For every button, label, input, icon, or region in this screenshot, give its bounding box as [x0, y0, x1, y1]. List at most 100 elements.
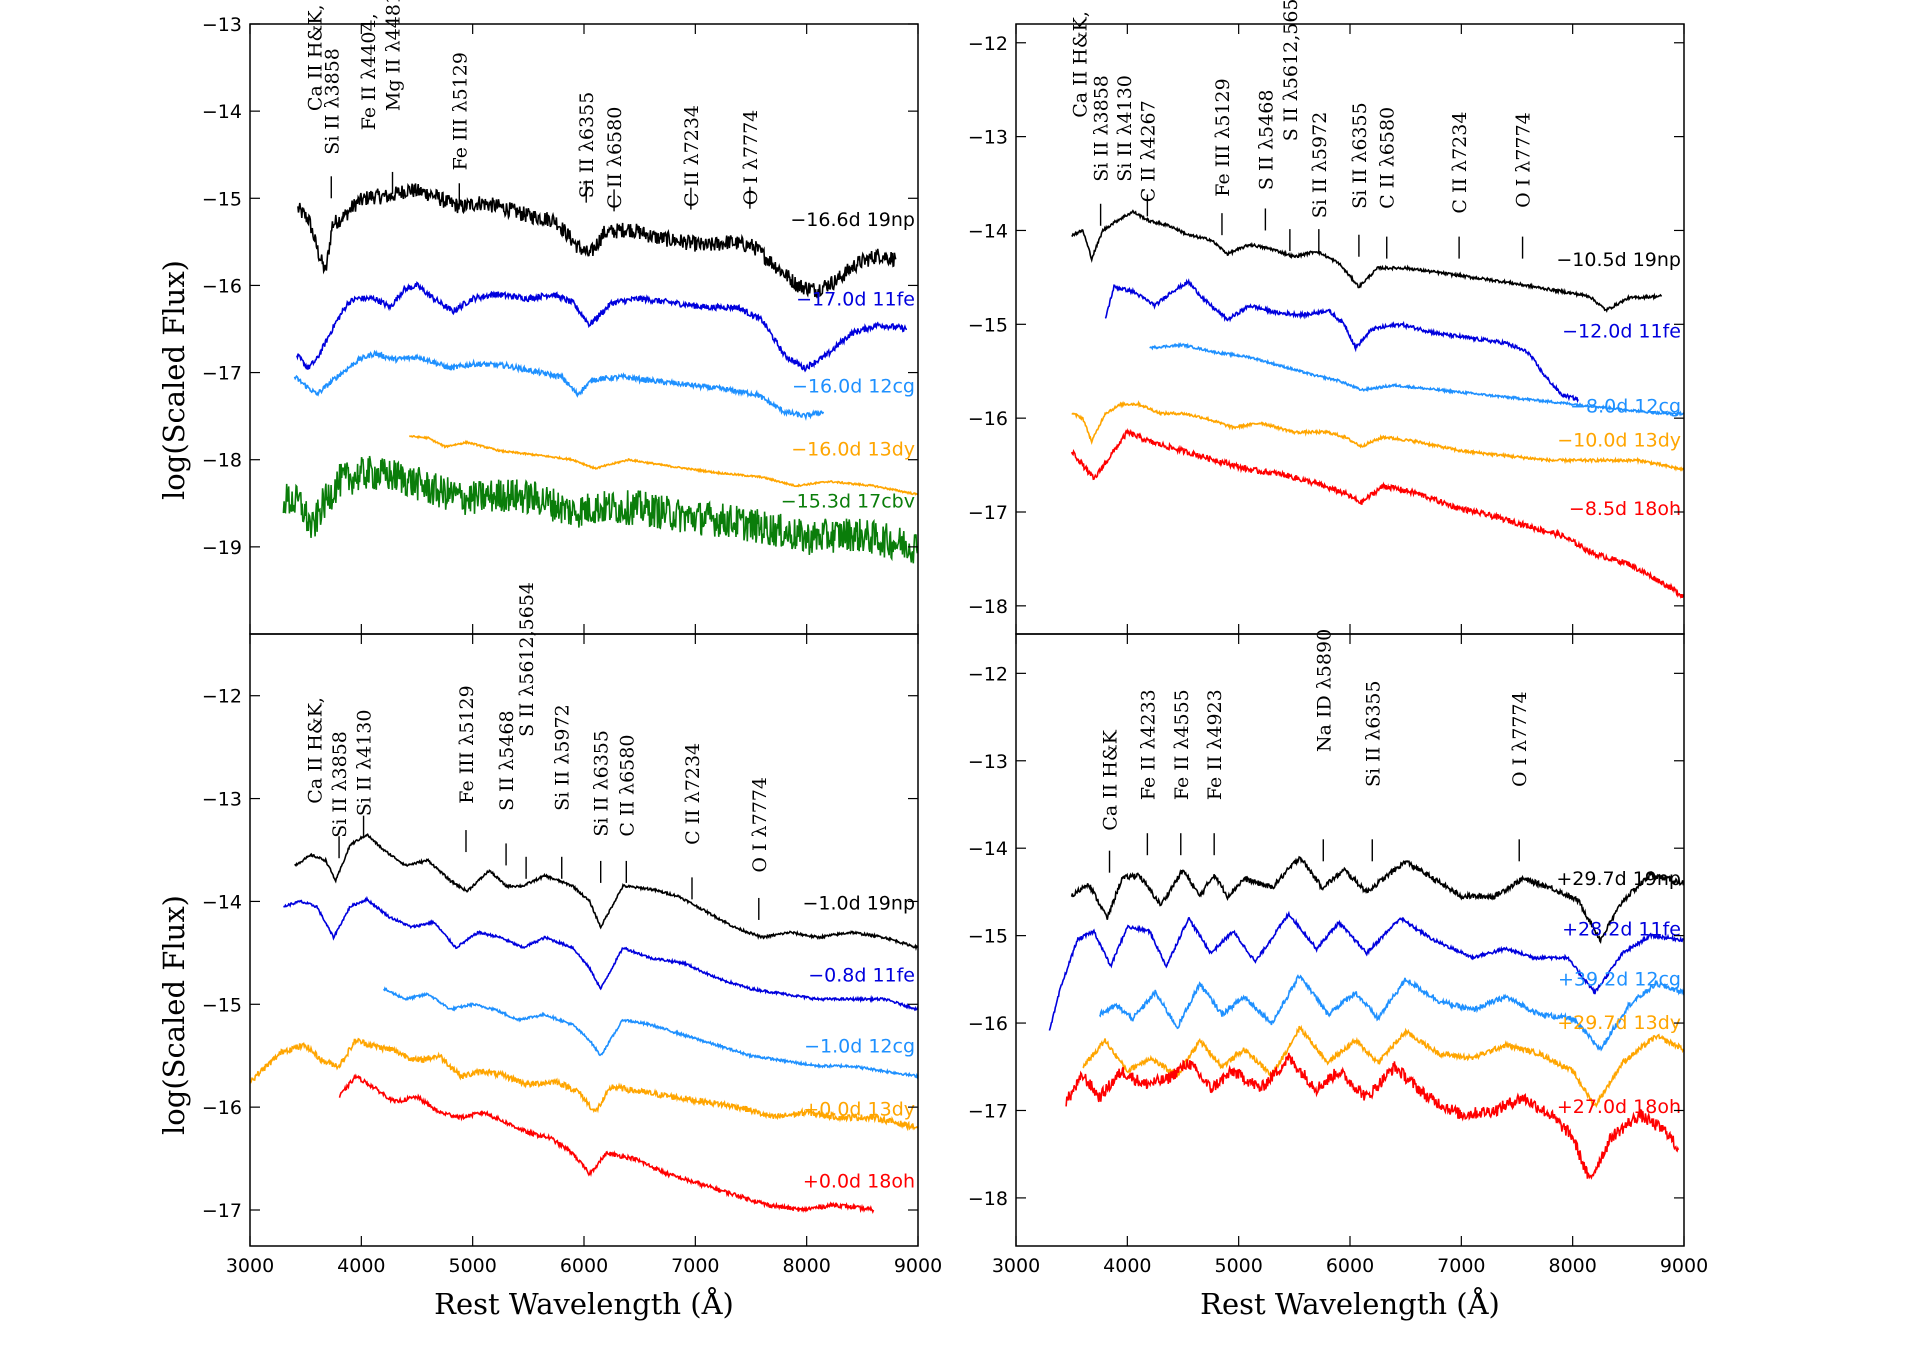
spectrum-12cg-top-right: [1149, 342, 1684, 417]
axes-frame: [249, 633, 919, 1247]
line-id-label: Fe III λ5129: [449, 52, 471, 170]
line-id-label: C II λ7234: [681, 105, 703, 207]
y-tick-label: −15: [968, 314, 1008, 336]
series-label-17cbv: −15.3d 17cbv: [781, 491, 915, 513]
line-id-label: Fe II λ4404,: [358, 13, 380, 130]
series-label-12cg: −1.0d 12cg: [804, 1036, 915, 1058]
line-id-label: Si II λ3858: [321, 48, 343, 155]
line-id-label: S II λ5612,5654: [1280, 0, 1302, 141]
y-tick-label: −19: [202, 537, 242, 559]
series-label-13dy: −16.0d 13dy: [791, 438, 915, 460]
x-tick-label: 4000: [337, 1255, 385, 1277]
line-id-label: O I λ7774: [749, 777, 771, 873]
x-tick-label: 6000: [560, 1255, 608, 1277]
spectrum-11fe-top-right: [1104, 278, 1579, 404]
y-tick-label: −16: [202, 1097, 242, 1119]
y-tick-label: −14: [202, 101, 242, 123]
y-tick-label: −12: [968, 663, 1008, 685]
spectrum-11fe-bottom-right: [1048, 910, 1684, 1031]
line-id-label: Ca II H&K,: [305, 4, 327, 111]
line-id-label: Si II λ6355: [576, 92, 598, 199]
spectrum-12cg-bottom-right: [1098, 974, 1684, 1052]
x-tick-label: 8000: [782, 1255, 830, 1277]
y-tick-label: −17: [968, 502, 1008, 524]
line-id-label: Fe II λ4233: [1137, 689, 1159, 800]
spectrum-18oh-bottom-right: [1065, 1052, 1680, 1180]
panel-top-left: −16.6d 19np −17.0d 11fe −16.0d 12cg −16.0d …: [202, 0, 919, 635]
line-id-label: C II λ7234: [682, 743, 704, 845]
series-label-13dy: +0.0d 13dy: [803, 1098, 915, 1120]
line-id-label: Na ID λ5890: [1313, 629, 1335, 752]
line-id-label: C II λ6580: [604, 107, 626, 209]
series-label-13dy: −10.0d 13dy: [1557, 429, 1681, 451]
x-tick-label: 3000: [992, 1255, 1040, 1277]
xlabel-left: Rest Wavelength (Å): [434, 1286, 734, 1321]
y-tick-label: −12: [202, 686, 242, 708]
x-tick-label: 5000: [448, 1255, 496, 1277]
line-id-label: Si II λ6355: [1362, 680, 1384, 787]
x-tick-label: 3000: [226, 1255, 274, 1277]
panel-bottom-right: +29.7d 19np +28.2d 11fe +39.2d 12cg +29.7d …: [968, 629, 1708, 1277]
spectrum-13dy-top-left: [409, 434, 918, 496]
series-label-18oh: −8.5d 18oh: [1569, 498, 1681, 520]
xlabel-right: Rest Wavelength (Å): [1200, 1286, 1500, 1321]
line-id-label: C II λ6580: [616, 735, 638, 837]
panel-top-right: −10.5d 19np −12.0d 11fe −8.0d 12cg −10.0d 1…: [968, 0, 1685, 635]
line-id-label: Si II λ3858: [1091, 75, 1113, 182]
ylabel-top: log(Scaled Flux): [157, 260, 191, 500]
spectrum-18oh-bottom-left: [338, 1073, 875, 1215]
line-id-label: S II λ5468: [496, 710, 518, 811]
y-tick-label: −15: [202, 188, 242, 210]
series-label-19np: −16.6d 19np: [790, 209, 915, 231]
y-tick-label: −14: [202, 891, 242, 913]
line-id-label: Si II λ6355: [591, 730, 613, 837]
x-tick-label: 7000: [671, 1255, 719, 1277]
line-id-label: Ca II H&K: [1100, 729, 1122, 830]
spectrum-13dy-top-right: [1071, 400, 1684, 472]
line-id-label: Mg II λ4481: [383, 0, 405, 111]
line-id-label: Fe II λ4923: [1204, 689, 1226, 800]
line-id-label: Si II λ6355: [1349, 102, 1371, 209]
series-label-13dy: +29.7d 13dy: [1557, 1012, 1681, 1034]
line-id-label: Si II λ3858: [329, 731, 351, 838]
series-label-12cg: +39.2d 12cg: [1558, 968, 1681, 990]
line-id-label: O I λ7774: [740, 110, 762, 206]
spectrum-19np-top-right: [1071, 209, 1663, 313]
panel-bottom-left: −1.0d 19np −0.8d 11fe −1.0d 12cg +0.0d 13dy…: [202, 582, 942, 1277]
spectrum-12cg-top-left: [293, 349, 825, 421]
x-tick-label: 9000: [894, 1255, 942, 1277]
line-id-label: S II λ5468: [1255, 90, 1277, 191]
spectrum-19np-top-left: [297, 182, 897, 299]
y-tick-label: −13: [968, 751, 1008, 773]
series-label-12cg: −16.0d 12cg: [792, 376, 915, 398]
x-tick-label: 5000: [1214, 1255, 1262, 1277]
line-id-label: Ca II H&K,: [1070, 11, 1092, 118]
y-tick-label: −13: [202, 14, 242, 36]
line-id-label: Si II λ4130: [1114, 75, 1136, 182]
series-label-11fe: +28.2d 11fe: [1562, 919, 1681, 941]
line-id-label: Si II λ4130: [354, 710, 376, 817]
y-tick-label: −18: [968, 1188, 1008, 1210]
line-id-label: O I λ7774: [1513, 112, 1535, 208]
spectrum-12cg-bottom-left: [382, 986, 918, 1080]
spectrum-11fe-top-left: [296, 281, 908, 373]
spectrum-19np-bottom-right: [1070, 855, 1684, 944]
series-label-19np: −1.0d 19np: [802, 893, 915, 915]
line-id-label: Fe II λ4555: [1171, 689, 1193, 800]
spectrum-17cbv-top-left: [282, 455, 918, 564]
line-id-label: C II λ6580: [1377, 107, 1399, 209]
x-tick-label: 9000: [1660, 1255, 1708, 1277]
y-tick-label: −16: [968, 1013, 1008, 1035]
series-label-11fe: −12.0d 11fe: [1562, 320, 1681, 342]
line-id-label: Fe III λ5129: [456, 685, 478, 803]
y-tick-label: −18: [202, 450, 242, 472]
y-tick-label: −14: [968, 220, 1008, 242]
series-label-19np: +29.7d 19np: [1556, 868, 1681, 890]
series-label-12cg: −8.0d 12cg: [1570, 396, 1681, 418]
x-tick-label: 8000: [1548, 1255, 1596, 1277]
series-label-11fe: −17.0d 11fe: [796, 288, 915, 310]
ylabel-bottom: log(Scaled Flux): [157, 895, 191, 1135]
spectrum-13dy-bottom-left: [250, 1037, 918, 1132]
series-label-19np: −10.5d 19np: [1556, 249, 1681, 271]
